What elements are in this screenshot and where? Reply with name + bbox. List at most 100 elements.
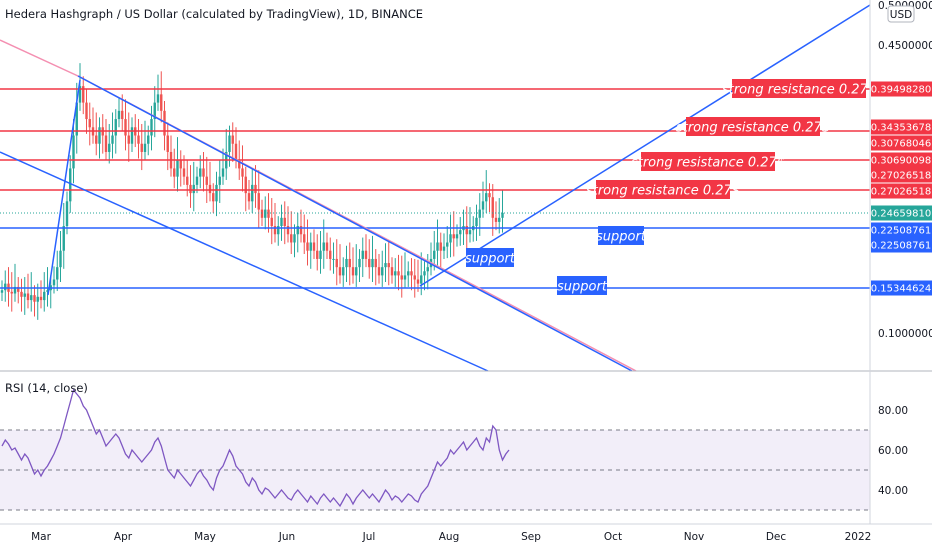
candle-body: [166, 135, 169, 152]
candle-body: [364, 250, 368, 259]
price-tag-label: 0.30690098: [871, 156, 931, 167]
candle-body: [69, 168, 72, 202]
time-tick-label: Dec: [766, 531, 787, 543]
candle-body: [316, 250, 319, 259]
candle-body: [228, 135, 231, 152]
candle-body: [332, 258, 335, 260]
price-tag: [871, 237, 932, 253]
annotations: strong resistance 0.27$ strong resistance…: [465, 79, 876, 295]
candle-body: [205, 176, 208, 185]
candle-body: [342, 267, 345, 276]
resistance-annotation-label: strong resistance 0.27$: [722, 83, 876, 98]
candle-body: [277, 226, 280, 235]
candle-body: [52, 279, 56, 286]
support-annotation-box: [557, 276, 607, 295]
candle-body: [260, 209, 264, 218]
candle-body: [140, 143, 143, 152]
chart-title: Hedera Hashgraph / US Dollar (calculated…: [5, 7, 423, 21]
candle-body: [290, 234, 293, 243]
candle-body: [465, 226, 468, 235]
candle-body: [17, 286, 20, 292]
time-tick-label: Jun: [278, 531, 295, 543]
candle-body: [199, 168, 202, 177]
price-tag: [871, 222, 932, 238]
rsi-axis[interactable]: 80.00 60.00 40.00: [878, 405, 908, 497]
candle-body: [338, 267, 342, 276]
candle-body: [387, 263, 390, 268]
candle-body: [234, 143, 238, 161]
candle-body: [192, 184, 195, 194]
candle-body: [384, 263, 387, 268]
candle-body: [416, 279, 420, 284]
candle-body: [137, 135, 140, 144]
candle-body: [325, 242, 329, 251]
candle-body: [82, 86, 85, 103]
candle-body: [488, 193, 491, 198]
time-axis[interactable]: Mar Apr May Jun Jul Aug Sep Oct Nov Dec 2022: [31, 531, 871, 543]
candle-body: [322, 242, 325, 251]
candle-body: [319, 250, 322, 259]
candle-body: [0, 290, 4, 293]
candle-body: [381, 267, 384, 276]
candle-body: [485, 193, 488, 202]
candle-body: [114, 119, 117, 136]
candle-body: [439, 242, 442, 251]
impulse-line: [47, 79, 81, 296]
candle-body: [130, 127, 134, 144]
candle-body: [270, 217, 273, 227]
candle-body: [312, 242, 316, 251]
candle-body: [351, 267, 355, 276]
candle-body: [10, 291, 13, 294]
candle-body: [410, 271, 413, 276]
candle-body: [329, 250, 332, 259]
candle-body: [283, 217, 286, 227]
resistance-annotation-box: [641, 152, 775, 171]
candle-body: [361, 250, 364, 259]
candle-body: [59, 250, 62, 268]
candle-body: [345, 258, 348, 268]
price-tag-label: 0.39498280: [871, 85, 931, 96]
time-tick-label: Aug: [439, 531, 460, 543]
time-tick-label: Sep: [521, 531, 541, 543]
candle-body: [179, 160, 182, 169]
time-tick-label: Nov: [684, 531, 705, 543]
candle-body: [459, 230, 462, 235]
candle-body: [111, 135, 114, 144]
time-tick-label: Oct: [604, 531, 622, 543]
candle-body: [468, 230, 472, 235]
candle-body: [296, 226, 299, 235]
candle-body: [153, 102, 156, 120]
price-tag-label: 0.27026518: [871, 171, 931, 182]
candle-body: [238, 160, 241, 169]
candle-body: [36, 296, 39, 302]
candle-body: [56, 267, 59, 280]
candle-body: [124, 119, 127, 136]
candle-body: [403, 275, 407, 280]
resistance-annotation-box: [596, 180, 730, 199]
candle-body: [62, 226, 65, 251]
currency-label: USD: [890, 9, 912, 21]
candle-body: [280, 217, 283, 227]
candle-body: [397, 271, 400, 276]
candle-body: [147, 135, 150, 144]
candle-body: [23, 293, 26, 297]
candle-body: [494, 217, 498, 222]
candle-body: [176, 160, 179, 177]
time-tick-label: 2022: [845, 531, 872, 543]
candle-body: [208, 184, 212, 194]
resistance-annotation-label: strong resistance 0.27$: [676, 121, 830, 136]
candle-body: [215, 184, 218, 202]
candle-body: [374, 258, 377, 268]
candle-body: [85, 102, 88, 120]
price-tag: [871, 152, 932, 168]
candle-body: [150, 119, 153, 136]
candle-body: [33, 295, 36, 302]
candle-body: [436, 242, 439, 251]
candle-body: [104, 135, 108, 152]
candle-body: [273, 226, 277, 235]
candle-body: [189, 184, 192, 194]
price-tag-label: 0.30768046: [871, 139, 931, 150]
currency-button[interactable]: [887, 5, 915, 23]
